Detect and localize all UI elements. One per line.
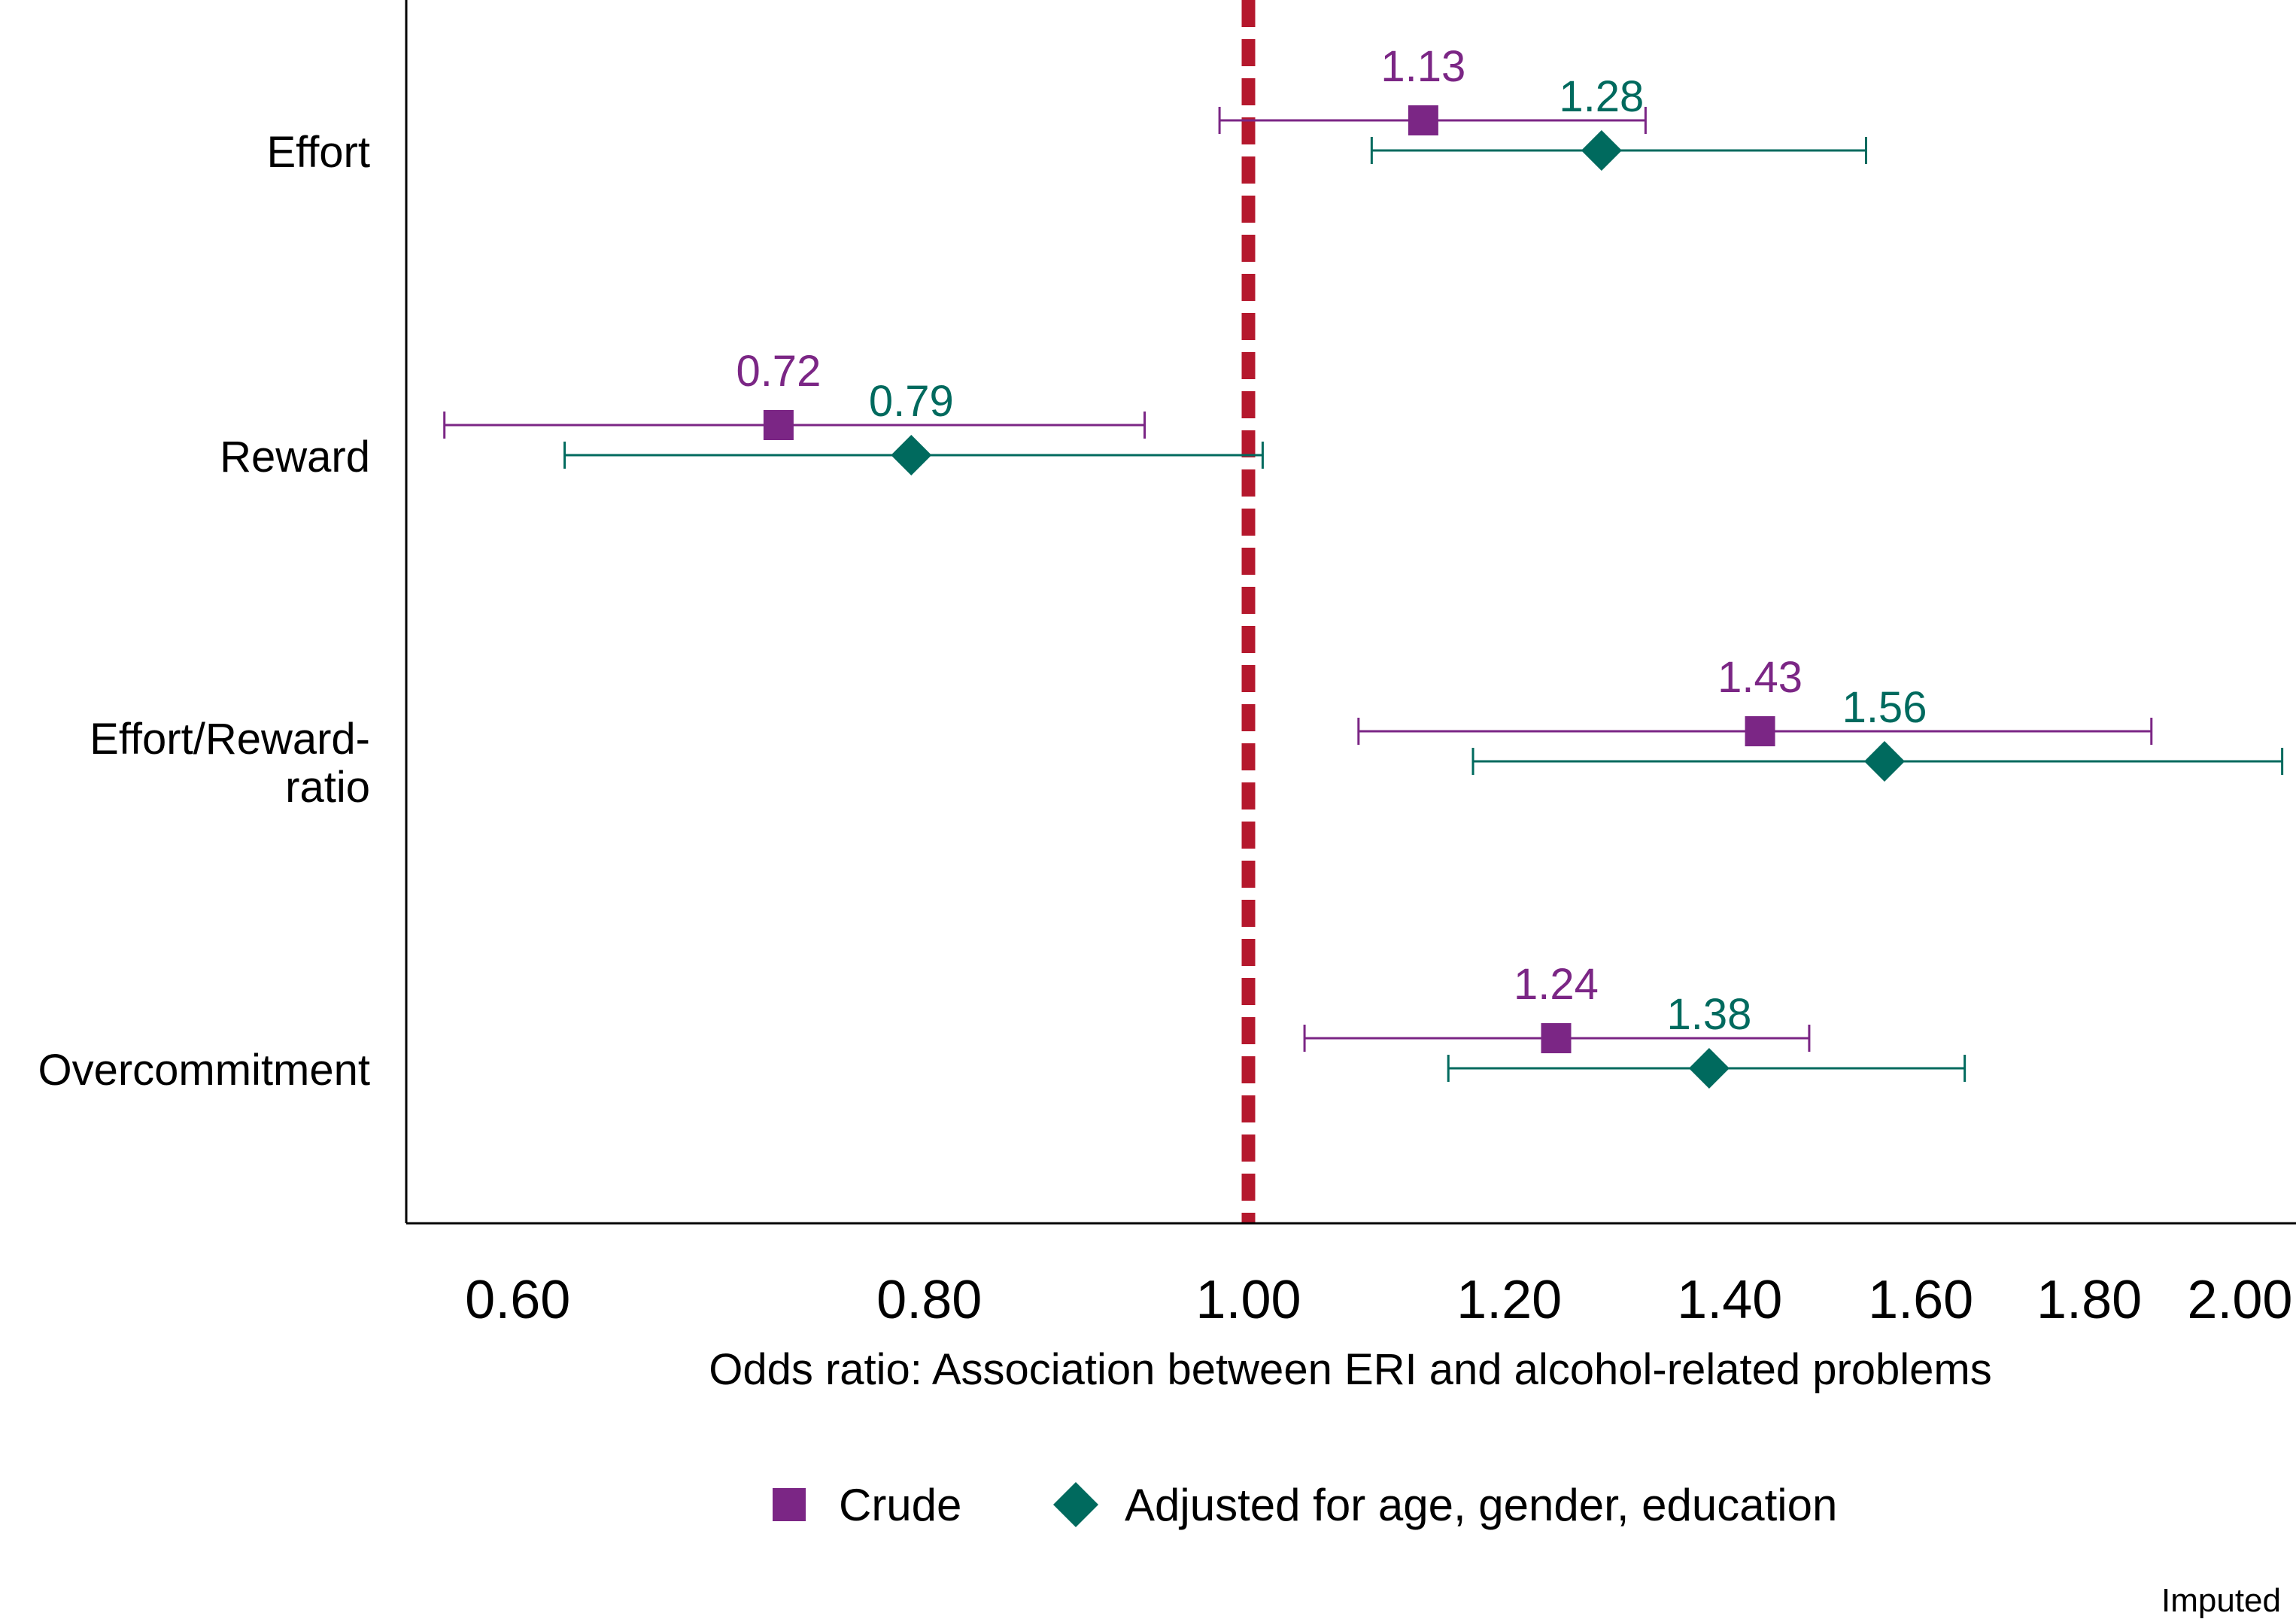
- diamond-marker: [1688, 1048, 1730, 1089]
- category-label-reward: Reward: [220, 433, 370, 481]
- legend-crude-swatch: [773, 1488, 806, 1521]
- diamond-marker: [891, 435, 932, 475]
- square-marker: [763, 410, 794, 440]
- value-label: 0.79: [869, 377, 954, 426]
- point-effort-adjusted: 1.28: [1370, 72, 1867, 171]
- diamond-marker: [1864, 741, 1906, 782]
- x-tick-label: 0.60: [465, 1270, 570, 1330]
- legend-adjusted-swatch: [1053, 1482, 1098, 1527]
- point-overcommitment-crude: 1.24: [1303, 960, 1811, 1053]
- x-tick-label: 2.00: [2187, 1270, 2292, 1330]
- value-label: 1.28: [1559, 72, 1644, 121]
- point-eri_ratio-adjusted: 1.56: [1471, 683, 2284, 782]
- value-label: 1.56: [1842, 683, 1927, 732]
- category-label-eri_ratio: ratio: [285, 763, 370, 812]
- x-tick-label: 1.80: [2036, 1270, 2142, 1330]
- diamond-marker: [1581, 130, 1622, 171]
- value-label: 1.38: [1666, 990, 1751, 1039]
- category-label-overcommitment: Overcommitment: [38, 1046, 370, 1095]
- point-reward-crude: 0.72: [443, 347, 1146, 440]
- square-marker: [1408, 105, 1438, 135]
- point-overcommitment-adjusted: 1.38: [1447, 990, 1966, 1089]
- legend-crude-label: Crude: [839, 1480, 961, 1530]
- legend-adjusted-label: Adjusted for age, gender, education: [1125, 1480, 1837, 1530]
- category-label-effort: Effort: [266, 128, 370, 177]
- point-eri_ratio-crude: 1.43: [1357, 653, 2153, 746]
- x-tick-label: 1.40: [1677, 1270, 1782, 1330]
- value-label: 1.43: [1717, 653, 1802, 702]
- square-marker: [1541, 1023, 1572, 1053]
- imputed-note: Imputed: [2161, 1582, 2281, 1619]
- value-label: 1.24: [1514, 960, 1599, 1009]
- point-effort-crude: 1.13: [1218, 42, 1647, 135]
- category-label-eri_ratio: Effort/Reward-: [90, 715, 370, 764]
- x-tick-label: 1.20: [1456, 1270, 1562, 1330]
- value-label: 0.72: [736, 347, 821, 396]
- x-axis-title: Odds ratio: Association between ERI and …: [709, 1345, 1992, 1394]
- value-label: 1.13: [1380, 42, 1465, 91]
- x-tick-label: 1.00: [1195, 1270, 1301, 1330]
- square-marker: [1745, 716, 1775, 746]
- point-reward-adjusted: 0.79: [563, 377, 1264, 475]
- x-tick-label: 1.60: [1868, 1270, 1973, 1330]
- x-tick-label: 0.80: [876, 1270, 982, 1330]
